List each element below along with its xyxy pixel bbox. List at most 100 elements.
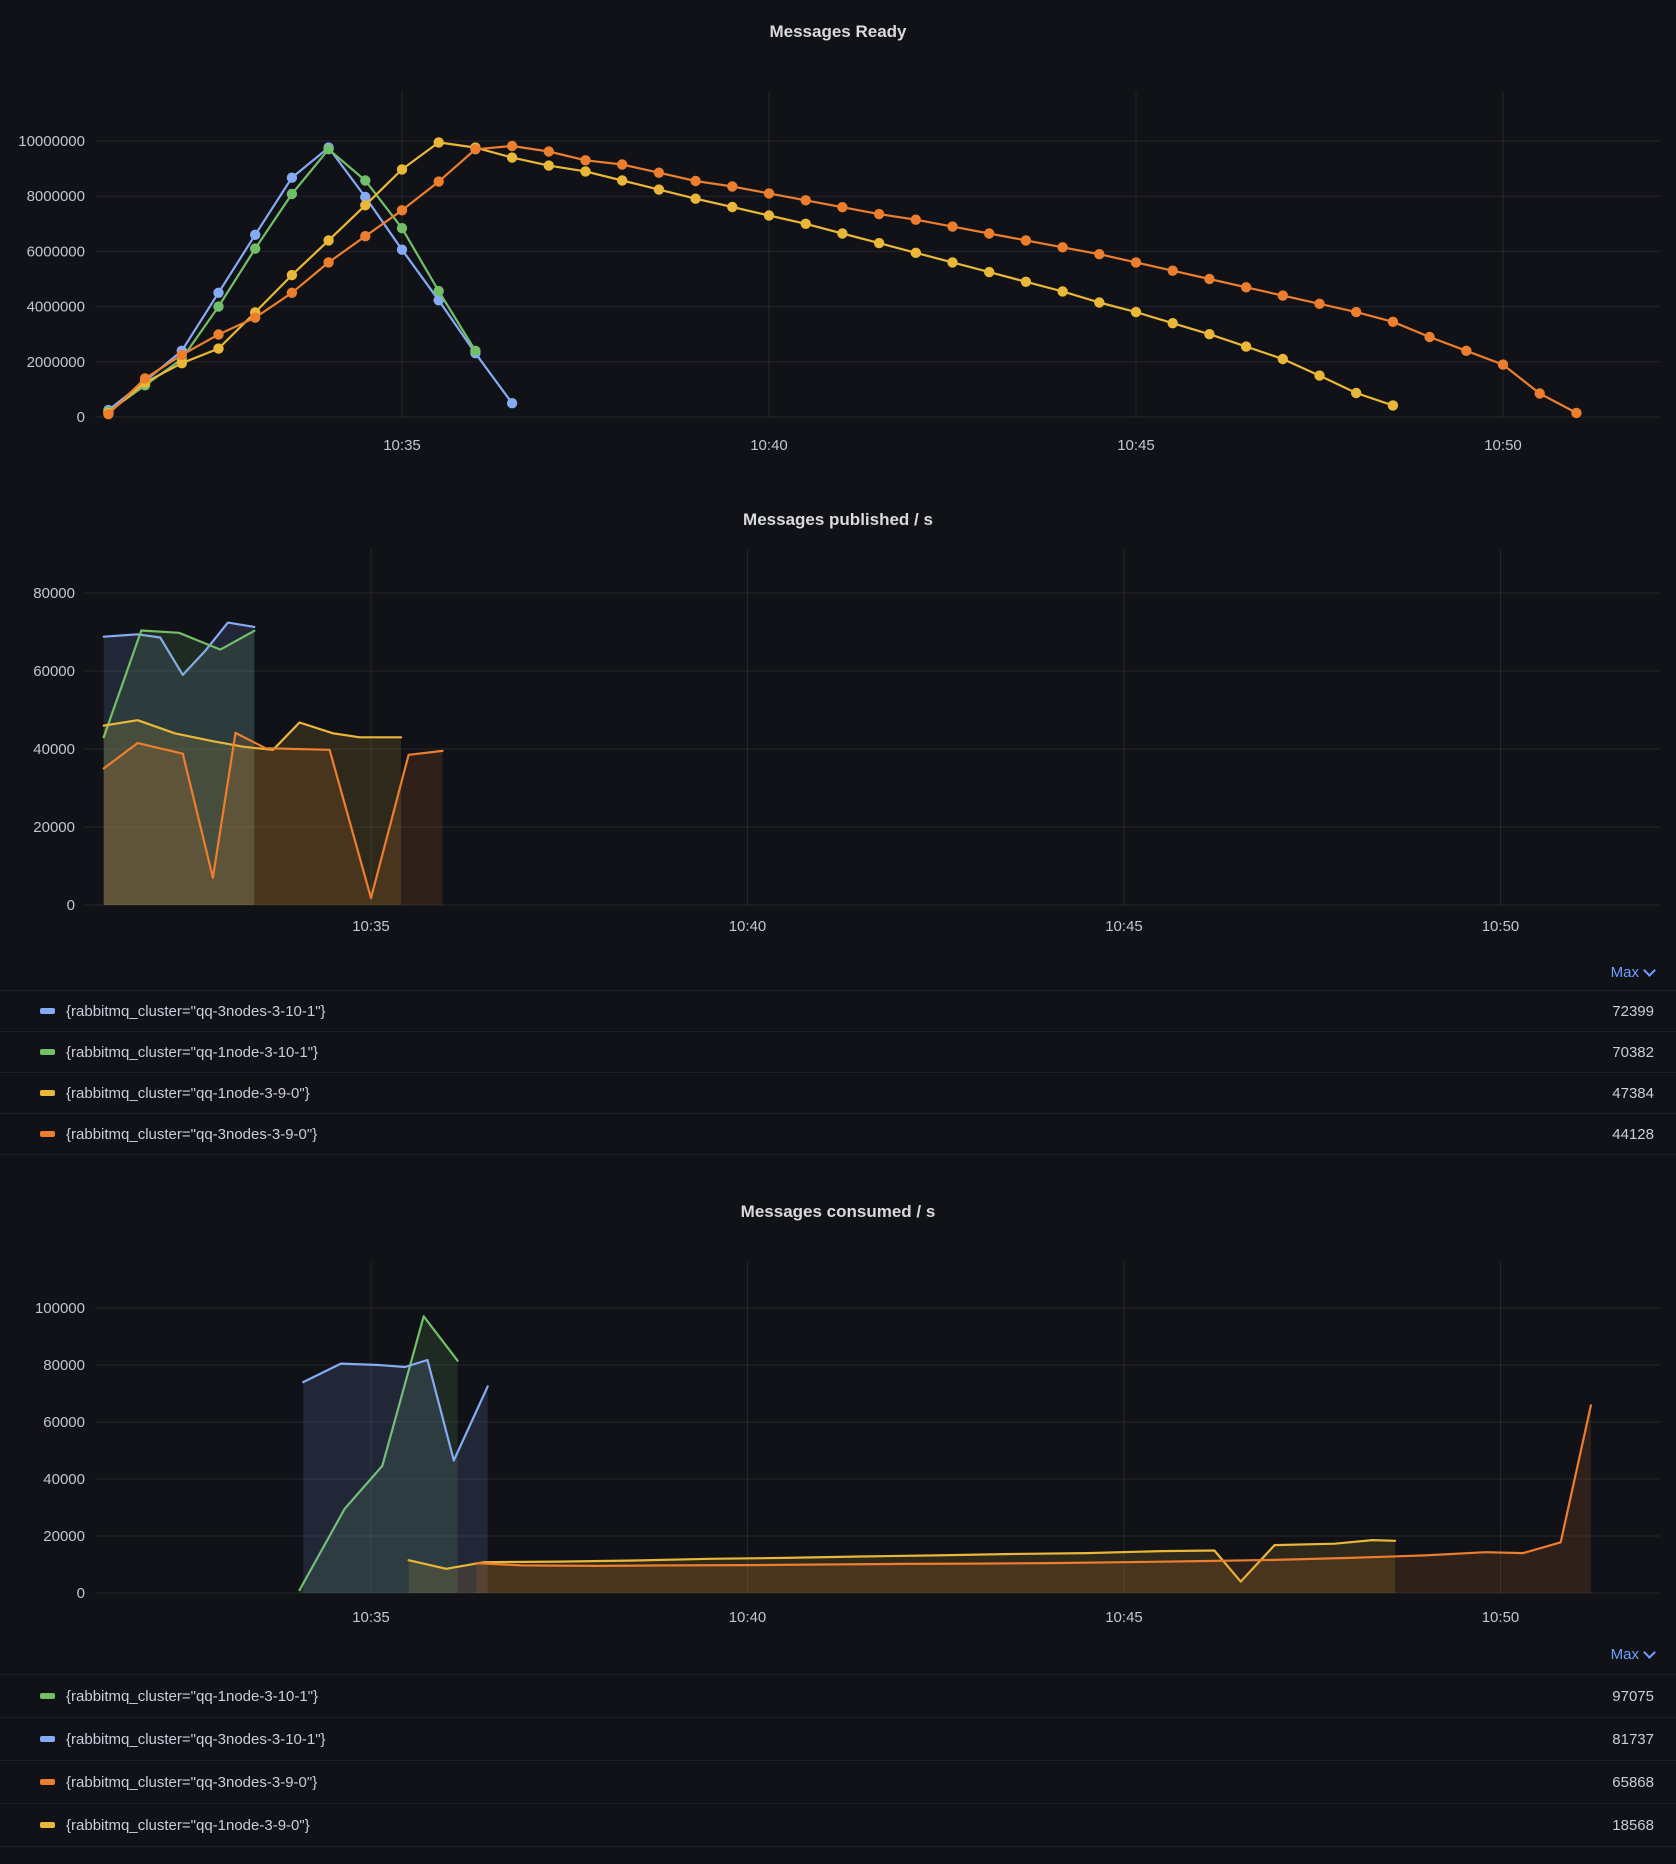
data-point-qq-1node-3-9-0[interactable] xyxy=(727,201,738,213)
data-point-qq-1node-3-10-1[interactable] xyxy=(213,301,224,312)
data-point-qq-1node-3-9-0[interactable] xyxy=(837,228,848,239)
data-point-qq-3nodes-3-9-0[interactable] xyxy=(617,159,628,170)
series-line-qq-3nodes-3-10-1[interactable] xyxy=(302,1358,489,1462)
data-point-qq-1node-3-9-0[interactable] xyxy=(176,358,187,369)
series-line-qq-3nodes-3-9-0[interactable] xyxy=(102,731,444,900)
chart-canvas-messages-ready[interactable]: 0 2000000 4000000 6000000 8000000 10000000 10:… xyxy=(0,70,1676,490)
data-point-qq-3nodes-3-9-0[interactable] xyxy=(103,409,114,420)
series-line-qq-1node-3-9-0[interactable] xyxy=(407,1539,1397,1583)
series-line-qq-3nodes-3-9-0[interactable] xyxy=(475,1404,1592,1567)
series-line-qq-1node-3-10-1[interactable] xyxy=(102,629,256,739)
chart-canvas-messages-published[interactable]: 0 20000 40000 60000 80000 10:35 10:40 10:45 10:5… xyxy=(0,534,1676,954)
data-point-qq-3nodes-3-9-0[interactable] xyxy=(984,228,995,239)
data-point-qq-3nodes-3-10-1[interactable] xyxy=(360,191,371,203)
data-point-qq-1node-3-9-0[interactable] xyxy=(396,164,408,175)
data-point-qq-3nodes-3-9-0[interactable] xyxy=(653,167,665,178)
data-point-qq-3nodes-3-9-0[interactable] xyxy=(1497,359,1509,370)
data-point-qq-3nodes-3-9-0[interactable] xyxy=(506,140,518,152)
data-point-qq-3nodes-3-9-0[interactable] xyxy=(396,205,408,216)
data-point-qq-3nodes-3-9-0[interactable] xyxy=(323,257,334,268)
series-line-qq-1node-3-10-1[interactable] xyxy=(298,1315,459,1592)
panel-title-messages-ready[interactable]: Messages Ready xyxy=(769,22,907,41)
data-point-qq-3nodes-3-9-0[interactable] xyxy=(433,176,444,187)
data-point-qq-1node-3-9-0[interactable] xyxy=(947,257,958,268)
data-point-qq-1node-3-9-0[interactable] xyxy=(433,137,444,148)
data-point-qq-1node-3-9-0[interactable] xyxy=(543,160,554,171)
data-point-qq-1node-3-9-0[interactable] xyxy=(1314,370,1325,381)
data-point-qq-1node-3-9-0[interactable] xyxy=(984,266,995,278)
panel-title-messages-consumed[interactable]: Messages consumed / s xyxy=(740,1202,936,1221)
data-point-qq-3nodes-3-9-0[interactable] xyxy=(1094,249,1105,260)
series-line-qq-1node-3-9-0[interactable] xyxy=(102,719,403,751)
data-point-qq-1node-3-9-0[interactable] xyxy=(1351,387,1362,399)
data-point-qq-3nodes-3-9-0[interactable] xyxy=(286,287,298,298)
data-point-qq-1node-3-9-0[interactable] xyxy=(1387,400,1399,411)
data-point-qq-1node-3-9-0[interactable] xyxy=(360,200,371,211)
data-point-qq-1node-3-9-0[interactable] xyxy=(873,237,885,249)
data-point-qq-3nodes-3-10-1[interactable] xyxy=(213,287,224,298)
legend-sort-max-button[interactable]: Max xyxy=(1611,964,1656,981)
data-point-qq-3nodes-3-9-0[interactable] xyxy=(1571,407,1582,419)
data-point-qq-3nodes-3-9-0[interactable] xyxy=(1424,331,1435,343)
data-point-qq-1node-3-9-0[interactable] xyxy=(1204,329,1215,340)
data-point-qq-1node-3-9-0[interactable] xyxy=(653,184,665,195)
data-point-qq-3nodes-3-9-0[interactable] xyxy=(837,202,848,213)
data-point-qq-3nodes-3-9-0[interactable] xyxy=(1314,298,1325,309)
data-point-qq-3nodes-3-9-0[interactable] xyxy=(947,221,958,232)
chart-canvas-messages-consumed[interactable]: 0 20000 40000 60000 80000 100000 10:35 10:40 10:… xyxy=(0,1234,1676,1634)
data-point-qq-3nodes-3-10-1[interactable] xyxy=(250,229,261,240)
data-point-qq-3nodes-3-9-0[interactable] xyxy=(1204,273,1215,285)
data-point-qq-3nodes-3-9-0[interactable] xyxy=(690,175,701,187)
data-point-qq-1node-3-9-0[interactable] xyxy=(1057,286,1068,297)
data-point-qq-1node-3-9-0[interactable] xyxy=(800,218,811,229)
legend-row[interactable]: {rabbitmq_cluster="qq-3nodes-3-9-0"} 6586… xyxy=(0,1760,1676,1803)
data-point-qq-1node-3-9-0[interactable] xyxy=(580,166,591,177)
data-point-qq-1node-3-9-0[interactable] xyxy=(1020,276,1032,287)
data-point-qq-1node-3-9-0[interactable] xyxy=(213,343,224,354)
data-point-qq-3nodes-3-9-0[interactable] xyxy=(1351,306,1362,318)
data-point-qq-3nodes-3-9-0[interactable] xyxy=(470,144,481,155)
data-point-qq-3nodes-3-9-0[interactable] xyxy=(213,329,224,340)
data-point-qq-1node-3-9-0[interactable] xyxy=(910,247,921,258)
data-point-qq-3nodes-3-9-0[interactable] xyxy=(1057,242,1068,253)
series-line-qq-3nodes-3-10-1[interactable] xyxy=(102,621,256,676)
data-point-qq-3nodes-3-9-0[interactable] xyxy=(1277,290,1289,301)
data-point-qq-3nodes-3-9-0[interactable] xyxy=(1130,257,1142,268)
data-point-qq-1node-3-9-0[interactable] xyxy=(1240,341,1252,352)
data-point-qq-3nodes-3-9-0[interactable] xyxy=(1534,388,1545,399)
data-point-qq-3nodes-3-9-0[interactable] xyxy=(250,312,261,323)
data-point-qq-3nodes-3-10-1[interactable] xyxy=(396,244,408,255)
series-line-qq-3nodes-3-9-0[interactable] xyxy=(107,144,1578,416)
legend-sort-max-button[interactable]: Max xyxy=(1611,1646,1656,1663)
data-point-qq-3nodes-3-9-0[interactable] xyxy=(763,188,775,199)
data-point-qq-3nodes-3-9-0[interactable] xyxy=(1167,265,1178,276)
data-point-qq-3nodes-3-9-0[interactable] xyxy=(1240,282,1252,293)
legend-row[interactable]: {rabbitmq_cluster="qq-3nodes-3-10-1"} 817… xyxy=(0,1717,1676,1760)
data-point-qq-3nodes-3-9-0[interactable] xyxy=(360,231,371,242)
legend-row[interactable]: {rabbitmq_cluster="qq-1node-3-9-0"} 47384 xyxy=(0,1072,1676,1113)
data-point-qq-3nodes-3-10-1[interactable] xyxy=(286,172,298,183)
data-point-qq-3nodes-3-9-0[interactable] xyxy=(139,373,151,384)
data-point-qq-3nodes-3-9-0[interactable] xyxy=(800,195,811,206)
data-point-qq-3nodes-3-10-1[interactable] xyxy=(506,398,518,409)
data-point-qq-3nodes-3-9-0[interactable] xyxy=(1387,316,1399,327)
legend-row[interactable]: {rabbitmq_cluster="qq-1node-3-9-0"} 18568 xyxy=(0,1803,1676,1847)
data-point-qq-1node-3-10-1[interactable] xyxy=(286,188,298,200)
data-point-qq-1node-3-10-1[interactable] xyxy=(250,243,261,254)
data-point-qq-3nodes-3-9-0[interactable] xyxy=(543,146,554,157)
data-point-qq-1node-3-10-1[interactable] xyxy=(470,345,481,356)
data-point-qq-3nodes-3-9-0[interactable] xyxy=(1020,235,1032,246)
data-point-qq-1node-3-10-1[interactable] xyxy=(433,285,444,297)
data-point-qq-1node-3-9-0[interactable] xyxy=(763,210,775,221)
data-point-qq-1node-3-9-0[interactable] xyxy=(1167,318,1178,329)
legend-row[interactable]: {rabbitmq_cluster="qq-1node-3-10-1"} 7038… xyxy=(0,1031,1676,1072)
legend-row[interactable]: {rabbitmq_cluster="qq-3nodes-3-9-0"} 4412… xyxy=(0,1113,1676,1155)
series-line-qq-3nodes-3-10-1[interactable] xyxy=(107,146,514,412)
data-point-qq-1node-3-9-0[interactable] xyxy=(617,175,628,186)
data-point-qq-3nodes-3-9-0[interactable] xyxy=(873,208,885,220)
series-line-qq-1node-3-9-0[interactable] xyxy=(107,141,1394,414)
data-point-qq-3nodes-3-9-0[interactable] xyxy=(910,214,921,225)
data-point-qq-1node-3-9-0[interactable] xyxy=(323,235,334,246)
data-point-qq-1node-3-9-0[interactable] xyxy=(1130,306,1142,318)
data-point-qq-1node-3-9-0[interactable] xyxy=(1277,353,1289,365)
